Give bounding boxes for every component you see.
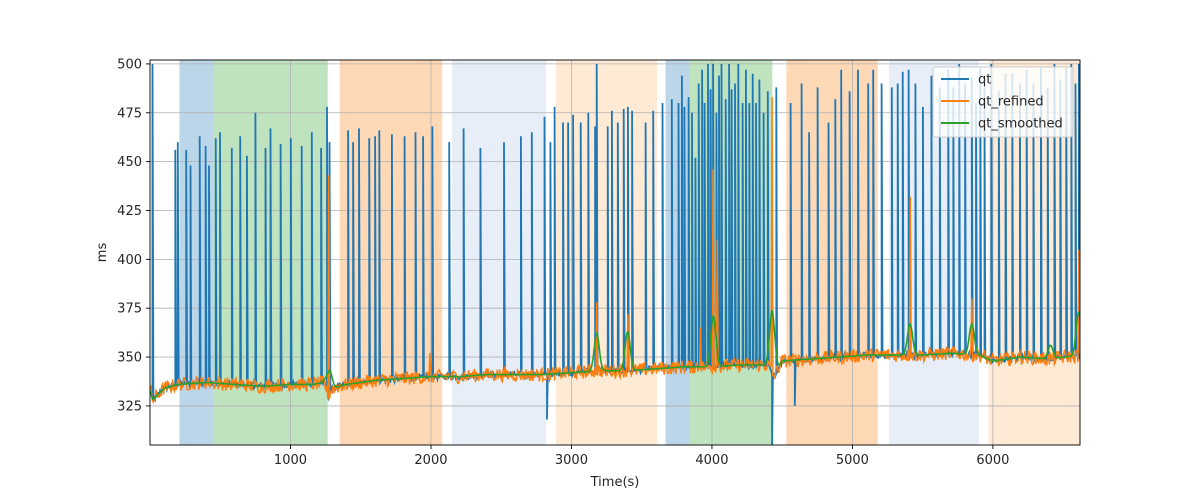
legend-label-qt: qt [978,73,991,88]
y-tick-label: 425 [117,204,142,219]
series-qt-smoothed-line [150,309,1080,401]
x-axis-label: Time(s) [590,475,640,490]
legend-box [932,66,1074,138]
legend-label-qt_refined: qt_refined [978,95,1044,110]
x-tick-label: 2000 [414,453,447,468]
plot-frame [149,59,1081,446]
band-7 [786,60,878,445]
y-tick-label: 375 [117,302,142,317]
x-tick-label: 3000 [555,453,588,468]
axes: 1000 2000 3000 4000 5000 6000 325 350 375 400 425 4… [117,57,1081,468]
y-tick-label: 350 [117,351,142,366]
y-tick-label: 450 [117,155,142,170]
x-tick-label: 1000 [274,453,307,468]
series-qt-refined-line [150,97,1080,405]
band-5 [665,60,690,445]
y-tick-label: 400 [117,253,142,268]
series-lines [150,63,1080,445]
legend: qt qt_refined qt_smoothed [932,66,1074,138]
y-tick-label: 500 [117,57,142,72]
x-tick-label: 5000 [836,453,869,468]
y-axis-label: ms [95,243,110,263]
x-tick-label: 6000 [976,453,1009,468]
x-tick-label: 4000 [695,453,728,468]
y-tick-label: 475 [117,106,142,121]
legend-label-qt_smoothed: qt_smoothed [978,117,1063,132]
y-tick-label: 325 [117,399,142,414]
